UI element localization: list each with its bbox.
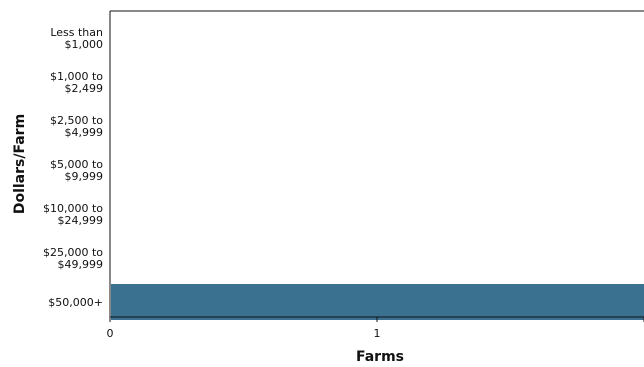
y-tick-label: $25,000 to (43, 246, 103, 259)
y-tick-label: $1,000 to (50, 70, 103, 83)
y-tick-label: $4,999 (65, 126, 104, 139)
y-tick-label: $24,999 (58, 214, 104, 227)
bar-6 (111, 284, 644, 320)
x-tick-labels: 012 (107, 317, 644, 340)
y-tick-label: $49,999 (58, 258, 104, 271)
y-tick-label: $9,999 (65, 170, 104, 183)
y-tick-label: $50,000+ (48, 296, 103, 309)
y-axis-title: Dollars/Farm (12, 114, 28, 214)
x-tick-label: 1 (374, 327, 381, 340)
y-tick-label: $10,000 to (43, 202, 103, 215)
y-tick-label: Less than (50, 26, 103, 39)
y-tick-label: $2,499 (65, 82, 104, 95)
bars-layer (111, 284, 644, 320)
axes-layer (109, 10, 644, 318)
x-axis-title: Farms (356, 349, 404, 365)
x-tick-label: 0 (107, 327, 114, 340)
y-tick-labels: Less than$1,000$1,000 to$2,499$2,500 to$… (43, 26, 103, 309)
y-tick-label: $2,500 to (50, 114, 103, 127)
y-tick-label: $1,000 (65, 38, 104, 51)
y-tick-label: $5,000 to (50, 158, 103, 171)
